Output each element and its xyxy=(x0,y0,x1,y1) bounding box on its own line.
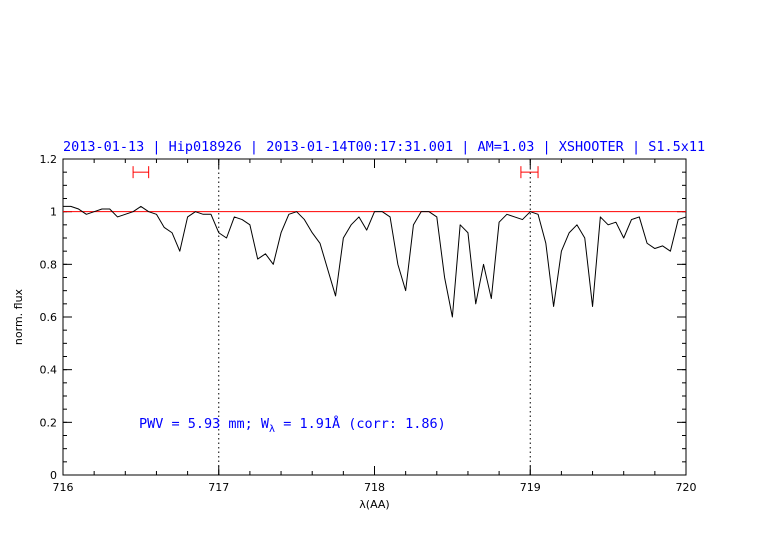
y-tick-label: 1.2 xyxy=(40,153,58,166)
axis-ticks xyxy=(62,158,687,476)
spectrum-line xyxy=(63,205,687,318)
annotation-subscript: λ xyxy=(269,424,275,435)
x-tick-label: 716 xyxy=(53,481,74,494)
spectrum-series-group xyxy=(63,205,687,318)
chart-title: 2013-01-13 | Hip018926 | 2013-01-14T00:1… xyxy=(63,139,705,155)
pwv-annotation: PWV = 5.93 mm; Wλ = 1.91Å (corr: 1.86) xyxy=(139,415,446,435)
annotation-suffix: = 1.91Å (corr: 1.86) xyxy=(275,415,446,432)
x-tick-label: 719 xyxy=(520,481,541,494)
y-tick-label: 0.8 xyxy=(40,258,58,271)
x-tick-label: 718 xyxy=(364,481,385,494)
continuum-range-markers xyxy=(132,166,539,179)
x-tick-label: 720 xyxy=(676,481,697,494)
annotation-prefix: PWV = 5.93 mm; W xyxy=(139,416,270,432)
y-axis-label: norm. flux xyxy=(12,288,25,345)
y-tick-label: 0.6 xyxy=(40,311,58,324)
x-tick-label: 717 xyxy=(208,481,229,494)
y-tick-label: 0 xyxy=(50,469,57,482)
y-tick-label: 1 xyxy=(50,206,57,219)
axis-tick-labels: 716 717 718 719 720 0 0.2 0.4 0.6 0.8 1 1.2 xyxy=(40,153,697,494)
y-tick-label: 0.2 xyxy=(40,416,58,429)
x-axis-label: λ(AA) xyxy=(359,498,389,511)
y-tick-label: 0.4 xyxy=(40,364,58,377)
reference-lines xyxy=(218,159,531,475)
